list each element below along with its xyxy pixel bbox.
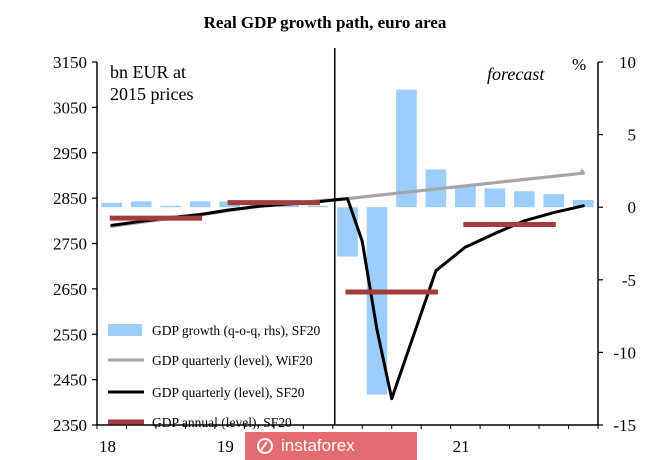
legend-swatch-0 (108, 324, 142, 336)
watermark-text: instaforex (281, 436, 355, 455)
bar-8 (337, 207, 358, 257)
instaforex-watermark: instaforex (245, 432, 417, 460)
left-tick-label-0: 2350 (53, 416, 87, 435)
left-tick-label-1: 2450 (53, 371, 87, 390)
right-unit-label: % (572, 55, 586, 74)
left-tick-label-5: 2850 (53, 189, 87, 208)
bar-series (101, 89, 594, 395)
legend: GDP growth (q-o-q, rhs), SF20 GDP quarter… (108, 323, 320, 430)
legend-label-0: GDP growth (q-o-q, rhs), SF20 (152, 323, 320, 338)
bar-1 (130, 201, 152, 208)
left-tick-label-7: 3050 (53, 98, 87, 117)
legend-label-2: GDP quarterly (level), SF20 (152, 385, 305, 400)
right-tick-label-1: -10 (613, 343, 636, 362)
chart-title: Real GDP growth path, euro area (204, 13, 447, 32)
line-series-1 (110, 197, 585, 401)
left-tick-label-3: 2650 (53, 280, 87, 299)
bar-3 (189, 201, 211, 208)
x-tick-label-0: 18 (99, 437, 116, 456)
right-tick-label-2: -5 (622, 271, 636, 290)
right-tick-label-5: 10 (619, 53, 636, 72)
bar-0 (101, 202, 123, 208)
left-unit-label-line1: bn EUR at (110, 62, 186, 82)
forecast-label: forecast (487, 64, 545, 84)
right-tick-label-3: 0 (628, 198, 637, 217)
x-tick-label-1: 19 (217, 437, 234, 456)
right-tick-label-4: 5 (628, 126, 637, 145)
bar-15 (543, 194, 565, 208)
instaforex-logo-icon (257, 438, 273, 454)
bar-10 (396, 89, 417, 208)
x-tick-label-3: 21 (453, 437, 470, 456)
legend-label-3: GDP annual (level), SF20 (152, 415, 292, 430)
left-tick-label-8: 3150 (53, 53, 87, 72)
line-series (109, 169, 585, 401)
right-tick-label-0: -15 (613, 416, 636, 435)
legend-label-1: GDP quarterly (level), WiF20 (152, 353, 313, 368)
left-tick-label-6: 2950 (53, 144, 87, 163)
bar-12 (455, 185, 476, 208)
bar-13 (484, 188, 506, 208)
left-unit-label-line2: 2015 prices (110, 84, 193, 104)
bar-16 (572, 199, 594, 208)
bar-14 (514, 191, 535, 208)
left-tick-label-2: 2550 (53, 325, 87, 344)
bar-2 (160, 205, 181, 208)
left-tick-label-4: 2750 (53, 235, 87, 254)
bar-7 (307, 205, 329, 208)
